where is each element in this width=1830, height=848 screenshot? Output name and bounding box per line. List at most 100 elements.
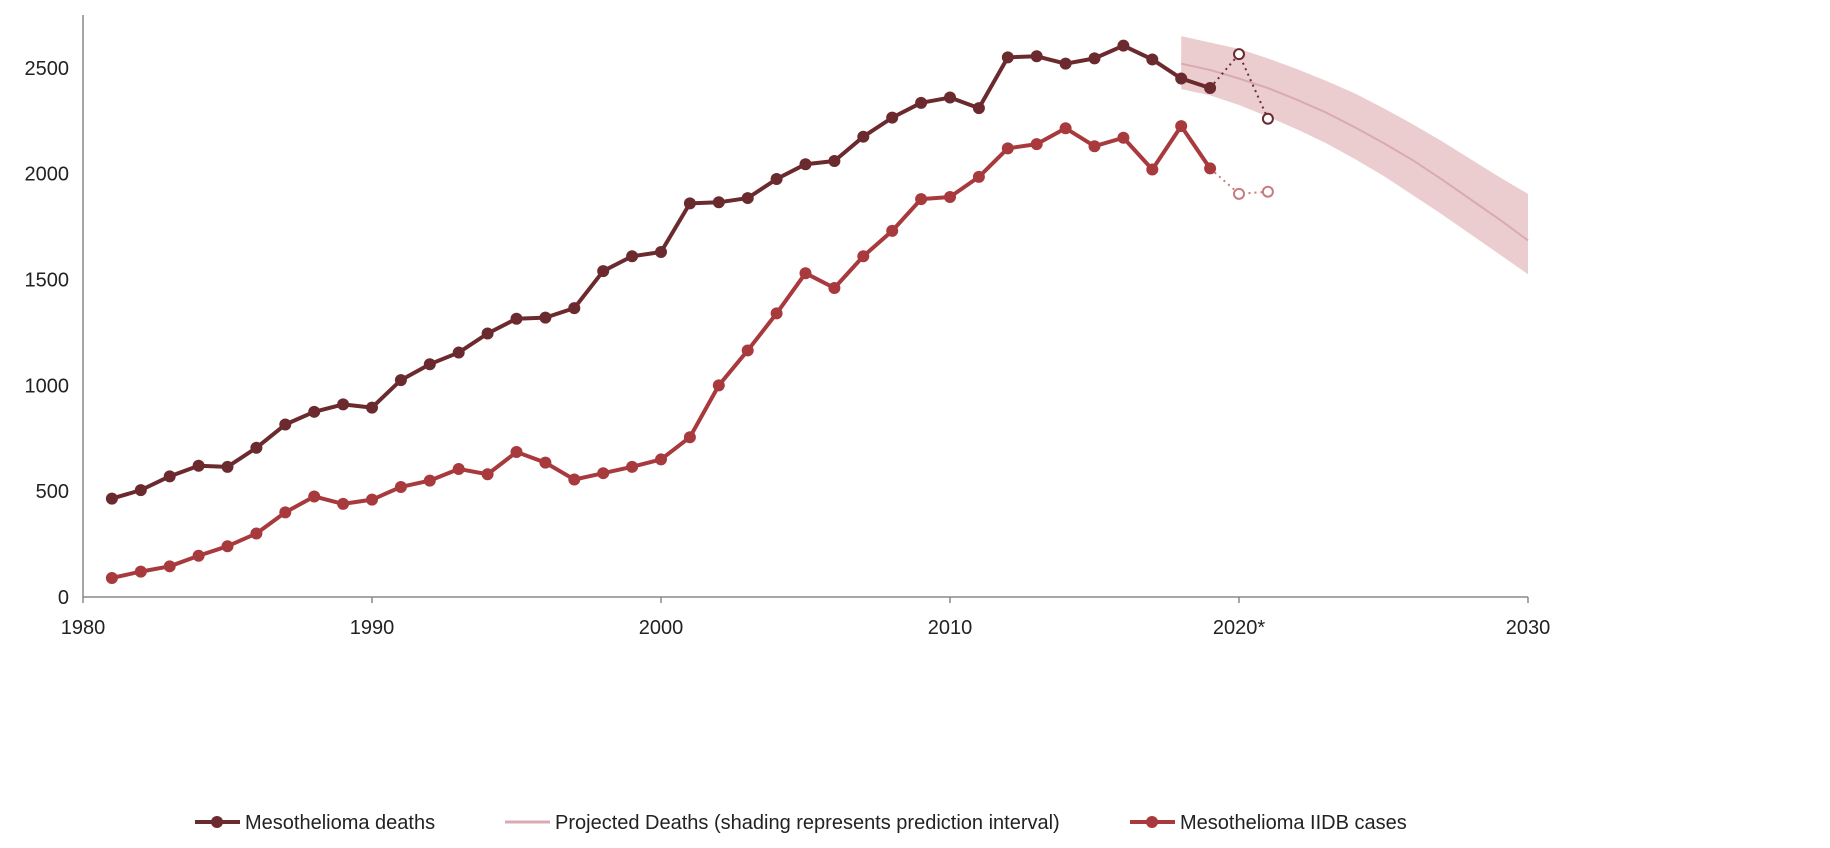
iidb-point bbox=[134, 565, 147, 578]
iidb-point bbox=[1146, 163, 1159, 176]
iidb-point bbox=[597, 467, 610, 480]
deaths-point bbox=[279, 418, 292, 431]
iidb-point bbox=[655, 453, 667, 466]
legend-marker-iidb bbox=[1146, 816, 1158, 828]
legend-item-deaths[interactable]: Mesothelioma deaths bbox=[195, 812, 435, 834]
iidb-point bbox=[683, 431, 696, 444]
deaths-point bbox=[192, 459, 205, 472]
iidb-point bbox=[568, 473, 581, 486]
iidb-point bbox=[192, 549, 205, 562]
deaths-point bbox=[337, 398, 350, 411]
deaths-point bbox=[626, 250, 639, 263]
iidb-point bbox=[221, 540, 234, 553]
iidb-series-line bbox=[111, 124, 1212, 580]
deaths-point bbox=[1204, 82, 1217, 95]
deaths-provisional-line bbox=[1209, 52, 1269, 120]
legend-label-projected: Projected Deaths (shading represents pre… bbox=[555, 812, 1060, 834]
iidb-point bbox=[972, 170, 985, 183]
deaths-point bbox=[1059, 57, 1072, 70]
deaths-point bbox=[134, 484, 147, 497]
deaths-point bbox=[944, 91, 956, 104]
iidb-point bbox=[481, 468, 494, 481]
prediction-interval-band-layer bbox=[1180, 36, 1529, 275]
deaths-point bbox=[828, 155, 841, 168]
iidb-point bbox=[510, 446, 523, 459]
y-tick-label: 2500 bbox=[25, 58, 70, 80]
iidb-point bbox=[799, 267, 812, 280]
deaths-point bbox=[1001, 51, 1014, 64]
legend-marker-deaths bbox=[211, 816, 223, 828]
iidb-point bbox=[423, 474, 436, 487]
deaths-point bbox=[683, 197, 696, 210]
deaths-point bbox=[1175, 72, 1188, 85]
legend-item-iidb[interactable]: Mesothelioma IIDB cases bbox=[1130, 812, 1407, 834]
iidb-provisional-point bbox=[1261, 185, 1274, 198]
iidb-point bbox=[1204, 162, 1217, 175]
iidb-point bbox=[944, 191, 956, 204]
deaths-point bbox=[366, 401, 378, 414]
deaths-series-line bbox=[111, 43, 1211, 501]
iidb-point bbox=[828, 282, 841, 295]
deaths-point bbox=[972, 102, 985, 115]
x-tick-label: 2030 bbox=[1506, 617, 1551, 639]
deaths-point bbox=[452, 346, 465, 359]
y-tick-label: 2000 bbox=[25, 164, 70, 186]
deaths-point bbox=[915, 96, 928, 109]
iidb-point bbox=[1059, 122, 1072, 135]
iidb-point bbox=[1001, 142, 1014, 155]
deaths-point bbox=[857, 130, 870, 143]
iidb-provisional-point bbox=[1233, 187, 1245, 200]
iidb-point bbox=[452, 462, 465, 475]
x-tick-label: 2000 bbox=[639, 617, 684, 639]
y-tick-label: 500 bbox=[36, 481, 69, 503]
deaths-point bbox=[1088, 52, 1101, 65]
iidb-point bbox=[626, 460, 639, 473]
iidb-point bbox=[105, 571, 118, 584]
deaths-point bbox=[510, 312, 523, 325]
deaths-point bbox=[568, 302, 581, 315]
iidb-point bbox=[1175, 120, 1188, 133]
legend: Mesothelioma deaths Projected Deaths (sh… bbox=[195, 812, 1407, 834]
legend-item-projected[interactable]: Projected Deaths (shading represents pre… bbox=[505, 812, 1060, 834]
deaths-provisional-point bbox=[1261, 112, 1274, 125]
iidb-point bbox=[308, 490, 321, 503]
deaths-point bbox=[1117, 39, 1130, 52]
iidb-provisional-line bbox=[1209, 167, 1268, 195]
deaths-point bbox=[1146, 53, 1159, 66]
iidb-point bbox=[857, 250, 870, 263]
deaths-point bbox=[308, 405, 321, 418]
deaths-point bbox=[655, 246, 667, 259]
iidb-point bbox=[539, 456, 552, 469]
tick-layer: 1980 1990 2000 2010 2020* 2030 0 500 1000 1500 200… bbox=[25, 58, 1551, 639]
deaths-point bbox=[423, 358, 436, 371]
deaths-point bbox=[481, 327, 494, 340]
iidb-point bbox=[250, 527, 263, 540]
deaths-point bbox=[886, 111, 899, 124]
iidb-point bbox=[915, 193, 928, 206]
deaths-provisional-point bbox=[1233, 48, 1245, 61]
deaths-point bbox=[1030, 50, 1043, 63]
iidb-point bbox=[886, 224, 899, 237]
series-layer bbox=[105, 39, 1274, 584]
legend-label-deaths: Mesothelioma deaths bbox=[245, 812, 435, 834]
x-tick-label: 1980 bbox=[61, 617, 106, 639]
x-tick-label: 2020* bbox=[1213, 617, 1265, 639]
axes-layer bbox=[82, 15, 1528, 598]
y-tick-label: 1000 bbox=[25, 375, 70, 397]
deaths-point bbox=[770, 173, 783, 186]
deaths-point bbox=[394, 374, 407, 387]
legend-label-iidb: Mesothelioma IIDB cases bbox=[1180, 812, 1407, 834]
iidb-point bbox=[394, 480, 407, 493]
iidb-point bbox=[741, 344, 754, 357]
deaths-point bbox=[799, 158, 812, 171]
iidb-point bbox=[1088, 140, 1101, 153]
deaths-point bbox=[221, 460, 234, 473]
prediction-interval-band bbox=[1181, 36, 1528, 275]
deaths-point bbox=[539, 311, 552, 324]
x-tick-label: 2010 bbox=[928, 617, 973, 639]
iidb-point bbox=[770, 307, 783, 320]
deaths-point bbox=[741, 192, 754, 205]
iidb-point bbox=[337, 497, 350, 510]
deaths-point bbox=[250, 441, 263, 454]
